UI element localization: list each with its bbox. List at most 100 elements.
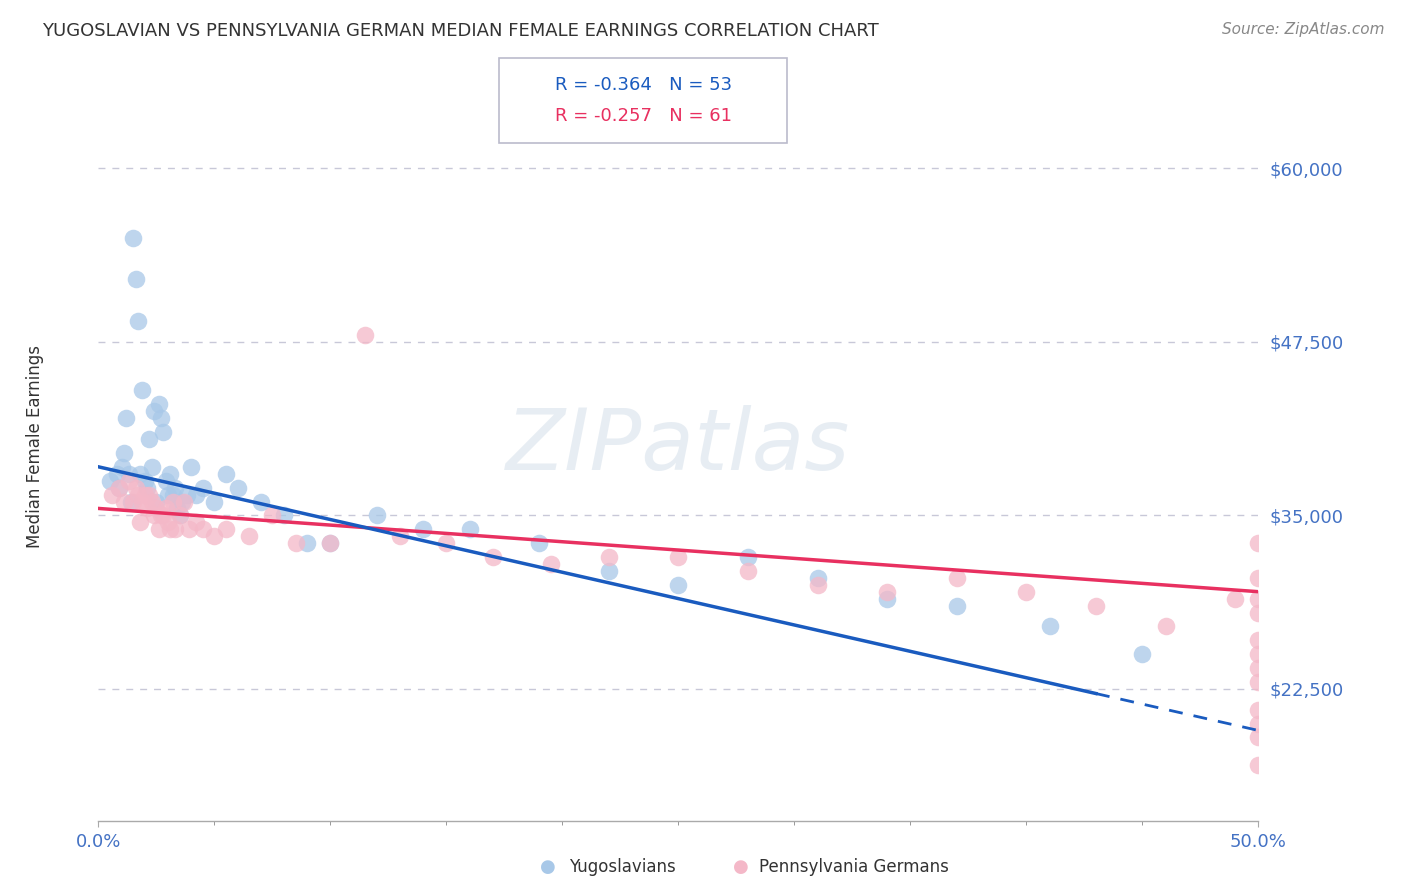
Point <box>876 584 898 599</box>
Point <box>115 411 138 425</box>
Point <box>129 467 152 481</box>
Point <box>159 522 181 536</box>
Point <box>163 522 186 536</box>
Text: R = -0.364   N = 53: R = -0.364 N = 53 <box>555 76 733 94</box>
Point <box>1085 599 1108 613</box>
Point <box>163 481 186 495</box>
Point <box>946 571 969 585</box>
Point <box>122 231 145 245</box>
Point <box>112 494 135 508</box>
Point <box>388 529 412 543</box>
Point <box>273 508 295 523</box>
Point <box>191 481 214 495</box>
Point <box>134 487 156 501</box>
Point <box>1247 703 1270 717</box>
Point <box>152 425 174 439</box>
Point <box>136 481 159 495</box>
Point <box>354 328 377 343</box>
Text: YUGOSLAVIAN VS PENNSYLVANIA GERMAN MEDIAN FEMALE EARNINGS CORRELATION CHART: YUGOSLAVIAN VS PENNSYLVANIA GERMAN MEDIA… <box>42 22 879 40</box>
Point <box>120 494 142 508</box>
Point <box>162 494 184 508</box>
Point <box>124 272 146 286</box>
Point <box>1247 716 1270 731</box>
Point <box>1247 661 1270 675</box>
Point <box>162 487 184 501</box>
Point <box>666 549 689 564</box>
Point <box>127 314 149 328</box>
Point <box>124 481 146 495</box>
Point <box>131 494 153 508</box>
Point <box>129 516 152 530</box>
Point <box>145 494 167 508</box>
Point <box>150 411 173 425</box>
Point <box>138 487 160 501</box>
Point <box>138 432 160 446</box>
Point <box>159 467 181 481</box>
Text: Yugoslavians: Yugoslavians <box>569 858 676 876</box>
Point <box>1247 633 1270 648</box>
Point <box>1247 606 1270 620</box>
Point <box>1154 619 1177 633</box>
Point <box>284 536 307 550</box>
Point <box>436 536 458 550</box>
Point <box>1247 758 1270 772</box>
Point <box>529 536 551 550</box>
Point <box>319 536 342 550</box>
Point <box>215 522 238 536</box>
Point <box>127 487 149 501</box>
Point <box>1247 536 1270 550</box>
Point <box>1247 674 1270 689</box>
Point <box>173 494 195 508</box>
Point <box>366 508 388 523</box>
Point <box>177 522 200 536</box>
Point <box>108 481 131 495</box>
Point <box>148 397 170 411</box>
Point <box>1247 591 1270 606</box>
Text: ●: ● <box>733 858 749 876</box>
Point <box>458 522 481 536</box>
Point <box>204 494 226 508</box>
Point <box>131 384 153 398</box>
Point <box>1038 619 1062 633</box>
Point <box>152 508 174 523</box>
Point <box>111 459 132 474</box>
Point <box>412 522 434 536</box>
Text: ●: ● <box>540 858 557 876</box>
Point <box>117 474 139 488</box>
Point <box>238 529 260 543</box>
Point <box>191 522 214 536</box>
Point <box>1015 584 1038 599</box>
Point <box>101 487 124 501</box>
Point <box>540 557 562 571</box>
Point <box>598 549 620 564</box>
Point <box>169 508 191 523</box>
Point <box>170 494 193 508</box>
Point <box>737 549 759 564</box>
Point <box>141 459 163 474</box>
Point <box>215 467 238 481</box>
Text: ZIPatlas: ZIPatlas <box>506 404 851 488</box>
Point <box>598 564 620 578</box>
Point <box>262 508 284 523</box>
Point <box>141 494 163 508</box>
Point <box>143 404 166 418</box>
Point <box>946 599 969 613</box>
Point <box>145 501 167 516</box>
Point <box>176 487 198 501</box>
Point <box>319 536 342 550</box>
Point <box>136 501 159 516</box>
Point <box>150 508 173 523</box>
Point <box>148 522 170 536</box>
Point <box>169 508 191 523</box>
Text: R = -0.257   N = 61: R = -0.257 N = 61 <box>555 107 733 125</box>
Point <box>204 529 226 543</box>
Point <box>143 508 166 523</box>
Text: Source: ZipAtlas.com: Source: ZipAtlas.com <box>1222 22 1385 37</box>
Point <box>807 578 830 592</box>
Point <box>1247 647 1270 661</box>
Point <box>481 549 505 564</box>
Point <box>737 564 759 578</box>
Point <box>134 474 156 488</box>
Point <box>226 481 249 495</box>
Point <box>184 516 207 530</box>
